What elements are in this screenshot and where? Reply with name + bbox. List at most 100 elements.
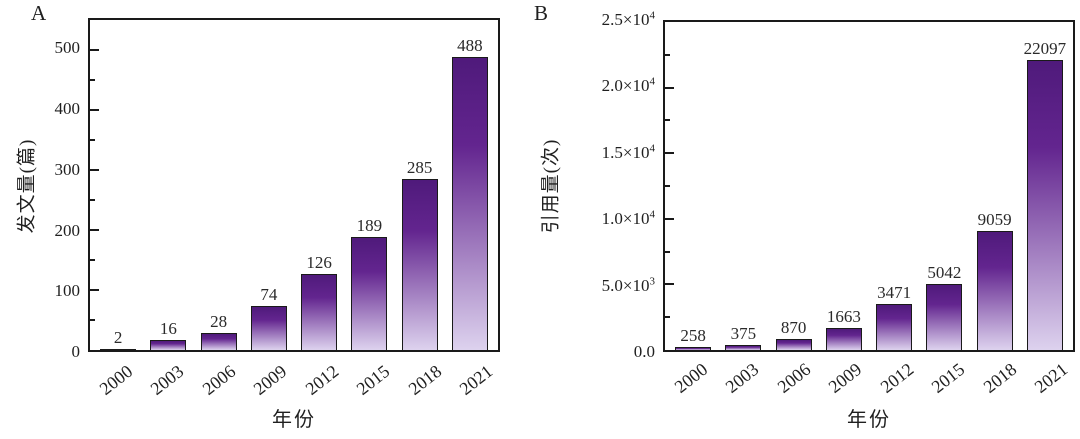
bar-value-label: 870: [780, 317, 807, 337]
ytick-label-a: 200: [0, 220, 81, 241]
minor-ytick-b: [665, 185, 670, 187]
bar-value-label: 74: [260, 284, 278, 304]
xtick-label-b-2006: 2006: [773, 359, 815, 397]
major-ytick-a: [90, 49, 99, 51]
minor-ytick-a: [90, 259, 95, 261]
xtick-label-a-2012: 2012: [301, 361, 343, 399]
ytick-label-b: 5.0×103: [559, 274, 656, 296]
bar-a-2003: [150, 340, 187, 350]
bar-b-2000: [675, 346, 712, 350]
x-axis-title-b: 年份: [847, 409, 891, 431]
bar-slot-a-2000: 2: [93, 20, 143, 350]
bar-value-label: 5042: [927, 262, 962, 282]
minor-ytick-a: [90, 199, 95, 201]
bar-a-2009: [250, 305, 287, 350]
ytick-label-a: 500: [0, 38, 81, 58]
minor-ytick-b: [665, 53, 670, 56]
bar-slot-b-2018: 9059: [970, 22, 1020, 350]
plot-area-b: 258 375 870 1663 3471 5042 9059 22097: [663, 20, 1075, 352]
ytick-exponent: 3: [649, 274, 656, 287]
minor-ytick-a: [90, 79, 95, 81]
xtick-labels-a: 2000 2003 2006 2009 2012 2015 2018 2021: [88, 354, 500, 406]
major-ytick-b: [665, 217, 674, 220]
ytick-text: 1.5×10: [601, 142, 650, 162]
minor-ytick-a: [90, 319, 95, 321]
bar-value-label: 16: [159, 319, 177, 339]
bar-slot-b-2003: 375: [718, 22, 768, 350]
ytick-text: 0.0: [633, 342, 655, 361]
ytick-text: 1.0×10: [601, 209, 650, 229]
ytick-text: 100: [54, 281, 81, 301]
ytick-text: 2.0×10: [601, 76, 650, 96]
major-ytick-a: [90, 109, 99, 111]
bar-a-2018: [401, 179, 438, 350]
xtick-label-a-2018: 2018: [404, 361, 446, 399]
bar-slot-b-2006: 870: [769, 22, 819, 350]
xtick-label-a-2015: 2015: [352, 361, 394, 399]
ytick-label-a: 300: [0, 160, 81, 180]
bars-row-a: 2 16 28 74 126 189 285 488: [90, 20, 498, 350]
ytick-label-b: 2.5×104: [559, 10, 655, 30]
bar-value-label: 189: [356, 215, 383, 235]
xtick-label-b-2012: 2012: [876, 359, 918, 397]
bar-slot-b-2012: 3471: [869, 22, 919, 350]
xtick-label-b-2009: 2009: [824, 359, 866, 397]
bar-slot-a-2006: 28: [194, 20, 244, 350]
ytick-text: 5.0×10: [601, 275, 650, 295]
bar-value-label: 3471: [877, 283, 912, 303]
bar-value-label: 2: [113, 327, 123, 347]
ytick-label-b: 1.0×104: [559, 209, 655, 229]
major-ytick-a: [90, 169, 99, 171]
bar-slot-a-2003: 16: [143, 20, 193, 350]
minor-ytick-b: [665, 119, 670, 122]
major-ytick-a: [90, 229, 99, 231]
bar-b-2006: [775, 338, 812, 350]
ytick-text: 200: [54, 220, 81, 240]
x-axis-title-a: 年份: [272, 409, 316, 431]
bar-a-2015: [351, 236, 388, 350]
y-axis-title-b: 引用量(次): [540, 138, 562, 234]
bar-value-label: 9059: [977, 210, 1012, 230]
bar-value-label: 488: [457, 36, 483, 56]
bar-slot-a-2009: 74: [244, 20, 294, 350]
ytick-text: 500: [54, 38, 81, 58]
bar-value-label: 375: [730, 324, 757, 344]
major-ytick-b: [665, 86, 674, 89]
bar-value-label: 22097: [1023, 39, 1067, 59]
panel-b-corner-label: B: [534, 1, 549, 25]
y-axis-title-a: 发文量(篇): [16, 138, 38, 234]
major-ytick-b: [665, 283, 674, 286]
bar-b-2009: [825, 328, 862, 350]
ytick-exponent: 4: [649, 208, 656, 221]
bar-a-2006: [200, 333, 237, 350]
ytick-text: 2.5×10: [601, 10, 650, 29]
bar-slot-b-2015: 5042: [919, 22, 969, 350]
bar-b-2018: [976, 231, 1013, 350]
bar-value-label: 285: [406, 158, 433, 177]
major-ytick-b: [665, 152, 674, 155]
ytick-label-b: 2.0×104: [559, 76, 655, 96]
bar-slot-a-2015: 189: [344, 20, 394, 350]
bar-a-2012: [301, 274, 338, 350]
bar-b-2015: [926, 283, 963, 350]
xtick-label-b-2015: 2015: [927, 359, 969, 397]
ytick-exponent: 4: [649, 142, 656, 155]
xtick-label-a-2000: 2000: [95, 361, 137, 399]
bar-slot-a-2021: 488: [445, 20, 495, 350]
ytick-label-a: 100: [0, 281, 81, 301]
ytick-exponent: 4: [649, 9, 656, 22]
bar-slot-a-2018: 285: [395, 20, 445, 350]
major-ytick-a: [90, 289, 99, 291]
xtick-label-a-2009: 2009: [249, 361, 291, 399]
xtick-label-a-2021: 2021: [455, 361, 497, 399]
xtick-label-a-2006: 2006: [198, 361, 240, 399]
bar-value-label: 28: [210, 312, 228, 332]
bar-b-2012: [876, 304, 913, 350]
ytick-label-a: 400: [0, 99, 81, 119]
bar-slot-b-2009: 1663: [819, 22, 869, 350]
ytick-text: 400: [54, 99, 81, 119]
bar-value-label: 126: [306, 253, 332, 273]
